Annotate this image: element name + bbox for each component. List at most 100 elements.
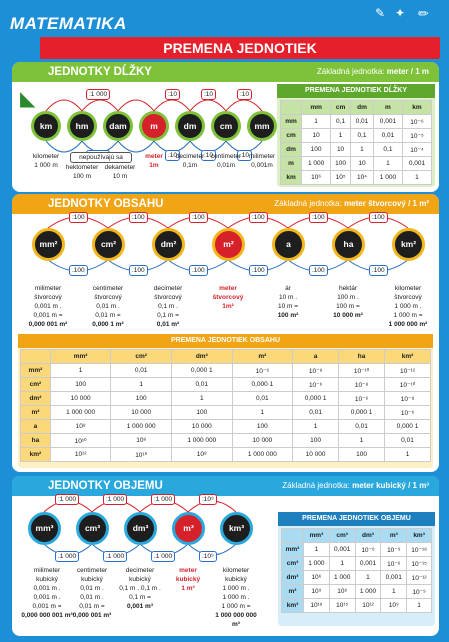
volume-table: mm³ cm³ dm³ m³ km³ mm³ 1 0,001 10⁻⁶ 10⁻⁹ 10⁻¹⁸ cm³ 1… xyxy=(281,528,432,613)
table-cell: 1 xyxy=(401,170,433,185)
pencil-icon: ✏ xyxy=(418,6,429,21)
length-table: mm cm dm m km mm 1 0,1 0,01 0,001 10⁻⁶ cm 10 1 0,1 0,01… xyxy=(279,100,433,185)
table-column-header: dm xyxy=(350,100,374,115)
caption-line: 10 m . xyxy=(278,294,298,301)
table-column-header: m³ xyxy=(380,528,408,543)
table-cell: 10¹² xyxy=(354,598,382,613)
unit-a: a xyxy=(272,228,305,261)
table-cell: 1 xyxy=(292,419,340,434)
table-cell: 1 xyxy=(330,128,352,143)
divide-factor: :10 xyxy=(165,89,181,100)
table-row-header: mm xyxy=(279,114,303,129)
table-cell: 1 000 000 xyxy=(49,405,112,420)
volume-table-title: PREMENA JEDNOTIEK OBJEMU xyxy=(278,512,435,526)
divide-factor: :100 xyxy=(309,212,328,223)
table-row: ha 10¹⁰ 10⁸ 1 000 000 10 000 100 1 0,01 xyxy=(20,433,431,448)
table-cell: 100 xyxy=(49,377,112,392)
table-row-header: m² xyxy=(20,405,51,420)
caption-milimeter: milimeter 0,001m xyxy=(248,153,276,169)
table-cell: 10⁻⁶ xyxy=(401,114,433,129)
unit-m³: m³ xyxy=(172,512,205,545)
table-column-header: dm² xyxy=(170,349,233,364)
table-cell: 10 000 xyxy=(231,433,294,448)
table-row: cm³ 1 000 1 0,001 10⁻⁶ 10⁻¹⁵ xyxy=(281,556,432,571)
caption-centimeter: centimeter 0,01m xyxy=(210,153,242,169)
table-row-header: m xyxy=(279,156,303,171)
table-column-header: dm³ xyxy=(354,528,382,543)
caption-name: centimeter kubický xyxy=(76,567,108,583)
multiply-factor: .10 xyxy=(237,150,253,161)
table-cell: 0,01 xyxy=(338,419,386,434)
table-corner-cell xyxy=(279,100,303,115)
table-row-header: a xyxy=(20,419,51,434)
table-cell: 0,000 1 xyxy=(170,363,233,378)
table-row: cm² 100 1 0,01 0,000 1 10⁻⁶ 10⁻⁸ 10⁻¹⁰ xyxy=(20,377,431,392)
table-cell: 100 xyxy=(330,156,352,171)
page-title: MATEMATIKA xyxy=(10,14,127,33)
divide-factor: :1 000 xyxy=(86,89,111,100)
caption-line: 0,01 m = xyxy=(95,312,121,319)
caption-m²: meter štvorcový 1m² xyxy=(200,284,256,311)
table-cell: 1 xyxy=(49,363,112,378)
table-header-row: mm³ cm³ dm³ m³ km³ xyxy=(281,528,432,543)
table-cell: 100 xyxy=(110,391,172,406)
table-cell: 0,1 xyxy=(330,114,352,129)
caption-value: 0,01 m² xyxy=(156,321,180,328)
caption-name: decimeter štvorcový xyxy=(153,285,183,301)
unit-ha: ha xyxy=(332,228,365,261)
table-cell: 10⁻⁶ xyxy=(380,556,408,571)
caption-mm²: milimeter štvorcový 0,001 m . 0,001 m = … xyxy=(20,284,76,329)
table-row: dm² 10 000 100 1 0,01 0,000 1 10⁻⁶ 10⁻⁸ xyxy=(20,391,431,406)
table-row-header: m³ xyxy=(281,584,304,599)
table-cell: 0,01 xyxy=(170,377,233,392)
table-row-header: km² xyxy=(20,447,51,462)
table-cell: 10⁻¹⁸ xyxy=(406,542,432,557)
table-cell: 10 000 xyxy=(49,391,112,406)
caption-line: 0,01 m . xyxy=(80,585,104,592)
caption-line: 100 m = xyxy=(336,303,360,310)
length-base-unit: Základná jednotka: meter / 1 m xyxy=(316,67,429,76)
length-title: JEDNOTKY DĹŽKY xyxy=(48,66,152,78)
table-cell: 10⁵ xyxy=(330,170,352,185)
caption-meter: meter 1m xyxy=(139,152,169,170)
table-row-header: dm³ xyxy=(281,570,304,585)
table-cell: 0,01 xyxy=(231,391,294,406)
ruler-triangle-icon: ◣ xyxy=(20,88,36,110)
table-cell: 10⁻⁶ xyxy=(338,391,386,406)
table-row-header: ha xyxy=(20,433,51,448)
table-row-header: dm² xyxy=(20,391,51,406)
caption-value: 0,000 1 m² xyxy=(92,321,124,328)
table-cell: 1 000 xyxy=(303,556,330,571)
caption-name: meter kubický xyxy=(175,567,201,583)
unit-dm: dm xyxy=(175,111,205,141)
table-row: mm² 1 0,01 0,000 1 10⁻⁶ 10⁻⁸ 10⁻¹⁰ 10⁻¹² xyxy=(20,363,431,378)
unit-km²: km² xyxy=(392,228,425,261)
table-row-header: mm³ xyxy=(281,542,304,557)
caption-line: 0,1 m . xyxy=(158,303,178,310)
table-cell: 10⁻¹⁰ xyxy=(338,363,386,378)
table-cell: 0,000 1 xyxy=(384,419,431,434)
table-cell: 10¹⁰ xyxy=(110,447,172,462)
caption-line: 0,1 m = xyxy=(157,312,179,319)
caption-name: milimeter štvorcový xyxy=(34,285,62,301)
caption-name: centimeter štvorcový xyxy=(92,285,124,301)
caption-m³: meter kubický 1 m³ xyxy=(164,566,212,593)
table-cell: 10 000 xyxy=(292,447,340,462)
table-cell: 1 xyxy=(380,584,408,599)
table-cell: 1 xyxy=(170,391,233,406)
table-cell: 10 xyxy=(350,156,374,171)
table-cell: 10⁻⁸ xyxy=(338,377,386,392)
unit-mm: mm xyxy=(247,111,277,141)
caption-name: milimeter kubický xyxy=(33,567,61,583)
table-cell: 100 xyxy=(231,419,294,434)
table-cell: 1 xyxy=(406,598,432,613)
table-cell: 1 000 000 xyxy=(231,447,294,462)
table-column-header: mm³ xyxy=(303,528,330,543)
caption-name: hektár xyxy=(338,285,358,292)
table-row: m³ 10⁹ 10⁶ 1 000 1 10⁻⁹ xyxy=(281,584,432,599)
subtitle-banner: PREMENA JEDNOTIEK xyxy=(40,37,440,59)
unit-cm²: cm² xyxy=(92,228,125,261)
multiply-factor: .100 xyxy=(309,265,328,276)
caption-line: 0,01 m = xyxy=(79,603,105,610)
caption-dekameter: dekameter 10 m xyxy=(104,164,136,180)
